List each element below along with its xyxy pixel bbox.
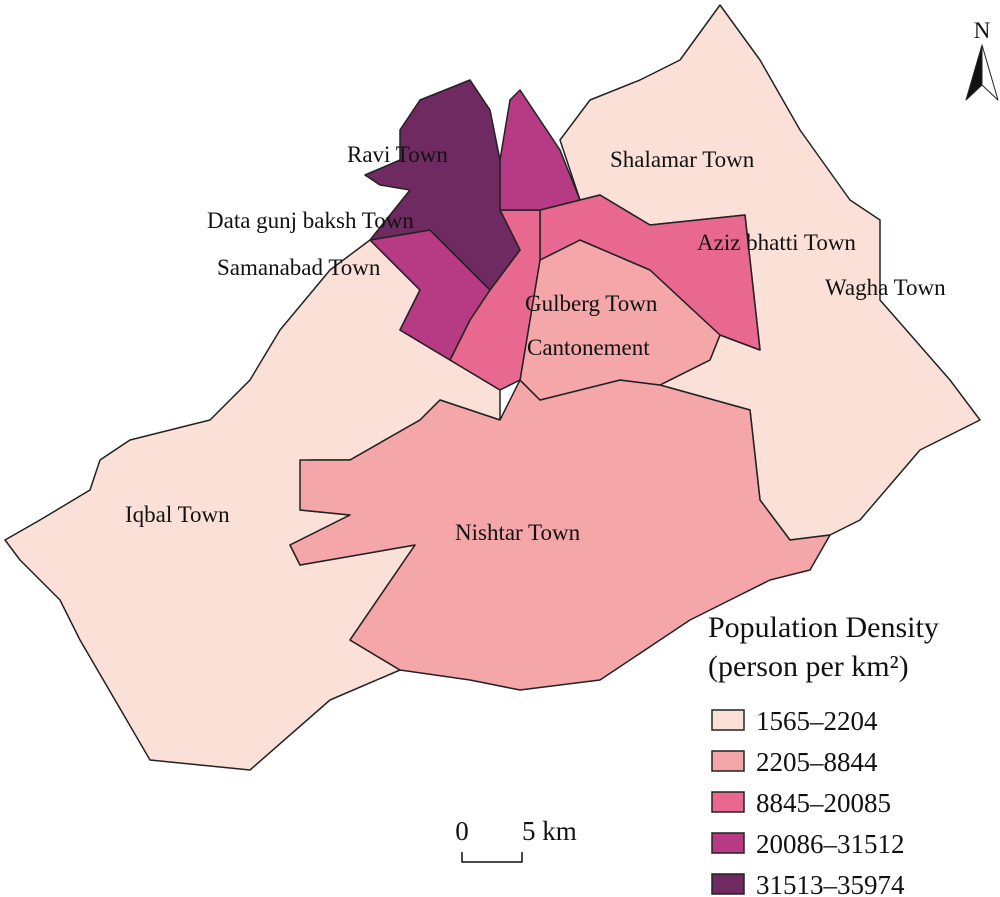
legend-swatch xyxy=(711,750,745,772)
legend-label: 2205–8844 xyxy=(756,747,878,777)
scale-label: 5 km xyxy=(522,816,577,846)
legend-label: 1565–2204 xyxy=(756,706,878,736)
scale-bar: 0 5 km xyxy=(455,816,577,863)
town-area xyxy=(364,79,521,291)
legend-label: 8845–20085 xyxy=(756,788,891,818)
town-label: Cantonement xyxy=(527,335,650,360)
scale-label: 0 xyxy=(455,816,469,846)
town-label: Iqbal Town xyxy=(125,502,230,527)
legend-swatch xyxy=(711,832,745,854)
legend: Population Density (person per km²) 1565… xyxy=(708,611,939,897)
town-label: Shalamar Town xyxy=(610,147,755,172)
north-label: N xyxy=(974,18,991,43)
town-label: Data gunj baksh Town xyxy=(207,208,414,233)
legend-subtitle: (person per km²) xyxy=(708,650,909,683)
legend-label: 31513–35974 xyxy=(756,870,905,897)
town-area xyxy=(539,194,761,351)
town-label: Ravi Town xyxy=(347,142,448,167)
town-label: Wagha Town xyxy=(825,275,946,300)
legend-swatch xyxy=(711,709,745,731)
legend-title: Population Density xyxy=(708,611,939,644)
north-arrow: N xyxy=(965,18,999,101)
legend-label: 20086–31512 xyxy=(756,829,905,859)
legend-swatch xyxy=(711,791,745,813)
town-area xyxy=(289,379,831,691)
town-label: Nishtar Town xyxy=(455,520,581,545)
legend-swatch xyxy=(711,873,745,895)
town-label: Aziz bhatti Town xyxy=(697,230,856,255)
town-label: Gulberg Town xyxy=(525,291,658,316)
town-label: Samanabad Town xyxy=(217,255,381,280)
